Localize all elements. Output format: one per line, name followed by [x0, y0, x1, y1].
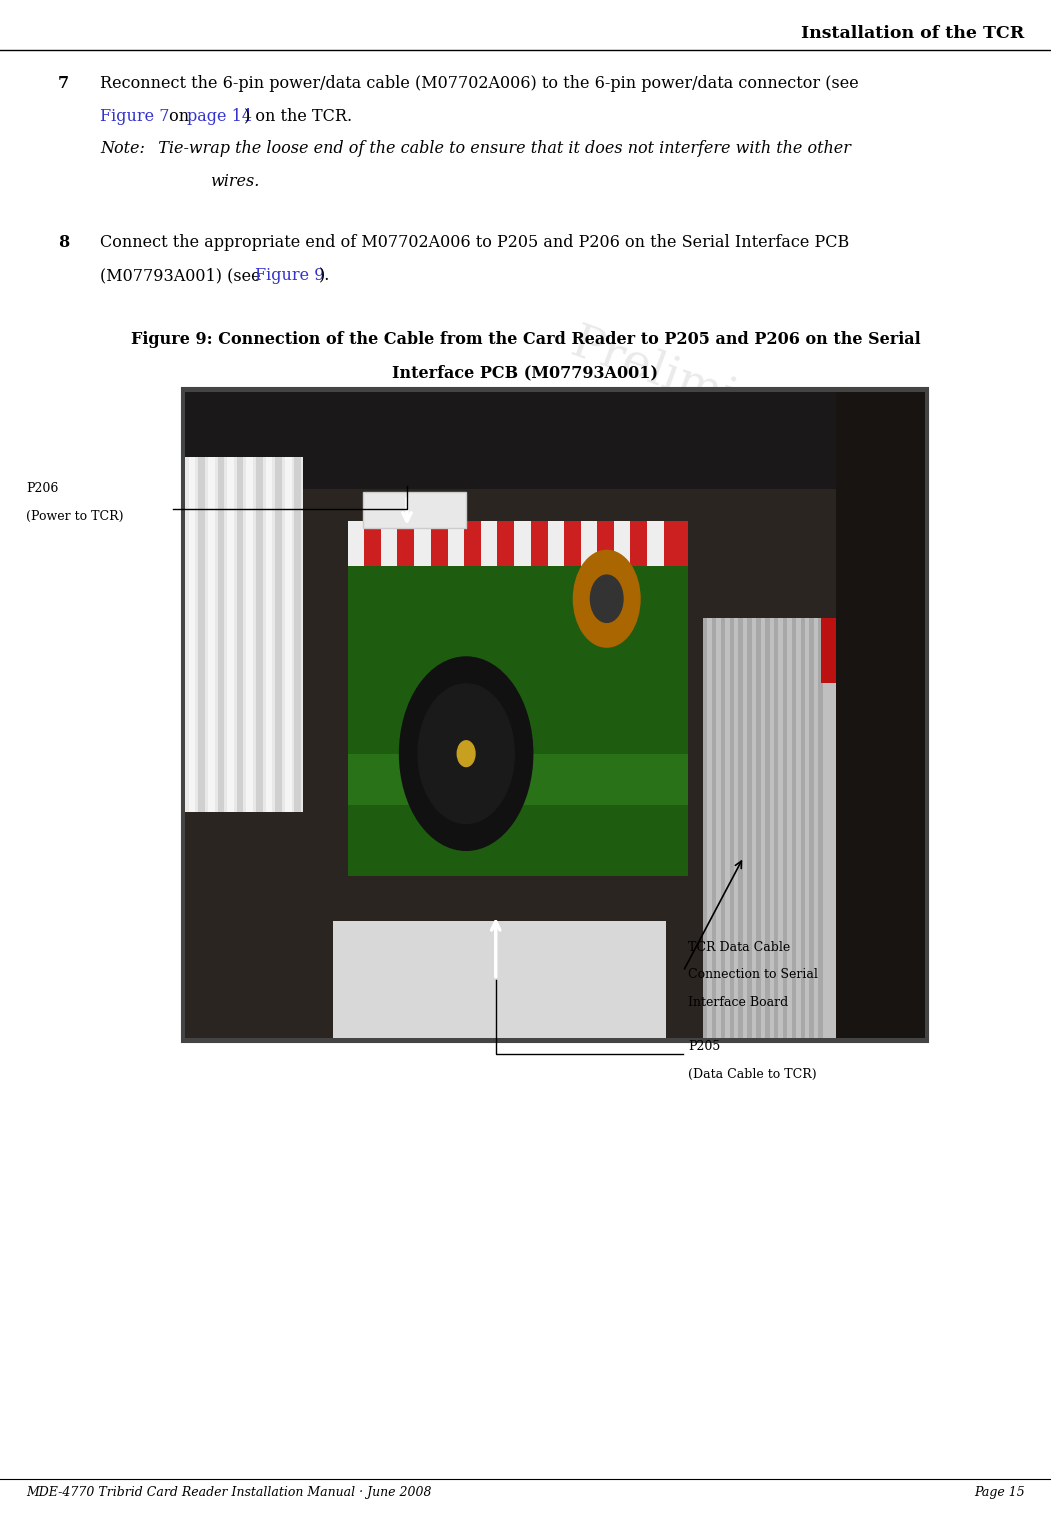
Text: (Data Cable to TCR): (Data Cable to TCR): [688, 1068, 817, 1080]
Bar: [712, 618, 716, 1038]
Bar: [448, 522, 463, 566]
Bar: [801, 618, 805, 1038]
Bar: [182, 388, 928, 1042]
Bar: [382, 522, 397, 566]
Bar: [218, 456, 224, 812]
Bar: [581, 522, 597, 566]
Circle shape: [418, 684, 514, 824]
Text: 8: 8: [58, 233, 69, 252]
Text: Page 15: Page 15: [974, 1486, 1025, 1499]
Bar: [614, 522, 631, 566]
Circle shape: [399, 658, 533, 850]
Bar: [285, 456, 291, 812]
Text: (Power to TCR): (Power to TCR): [26, 510, 124, 523]
Text: 7: 7: [58, 75, 69, 92]
Bar: [348, 522, 688, 566]
Bar: [747, 618, 751, 1038]
Bar: [821, 618, 837, 682]
Text: P205: P205: [688, 1041, 721, 1053]
Bar: [791, 618, 797, 1038]
Bar: [185, 392, 925, 488]
Text: Tie-wrap the loose end of the cable to ensure that it does not interfere with th: Tie-wrap the loose end of the cable to e…: [148, 140, 851, 157]
Bar: [266, 456, 272, 812]
Text: Connect the appropriate end of M07702A006 to P205 and P206 on the Serial Interfa: Connect the appropriate end of M07702A00…: [100, 233, 849, 252]
Bar: [774, 618, 779, 1038]
Text: Interface Board: Interface Board: [688, 996, 788, 1009]
Text: Installation of the TCR: Installation of the TCR: [802, 24, 1025, 43]
Circle shape: [574, 551, 640, 647]
Bar: [783, 618, 787, 1038]
Bar: [548, 522, 563, 566]
Text: wires.: wires.: [210, 172, 260, 191]
Text: on: on: [164, 107, 194, 125]
Bar: [647, 522, 663, 566]
Bar: [189, 456, 195, 812]
Bar: [199, 456, 205, 812]
Text: ) on the TCR.: ) on the TCR.: [244, 107, 352, 125]
Text: Figure 9: Connection of the Cable from the Card Reader to P205 and P206 on the S: Figure 9: Connection of the Cable from t…: [130, 331, 921, 348]
Text: Note:: Note:: [100, 140, 145, 157]
Bar: [514, 522, 531, 566]
Bar: [185, 456, 304, 812]
Text: Figure 7: Figure 7: [100, 107, 169, 125]
Text: Reconnect the 6-pin power/data cable (M07702A006) to the 6-pin power/data connec: Reconnect the 6-pin power/data cable (M0…: [100, 75, 859, 92]
Bar: [703, 618, 707, 1038]
Bar: [185, 392, 925, 1038]
Bar: [819, 618, 823, 1038]
Bar: [236, 456, 244, 812]
Bar: [837, 392, 925, 1038]
Bar: [256, 456, 263, 812]
Bar: [765, 618, 769, 1038]
Bar: [208, 456, 214, 812]
Text: Preliminary: Preliminary: [564, 319, 844, 459]
Text: MDE-4770 Tribrid Card Reader Installation Manual · June 2008: MDE-4770 Tribrid Card Reader Installatio…: [26, 1486, 432, 1499]
Bar: [227, 456, 233, 812]
Text: (M07793A001) (see: (M07793A001) (see: [100, 267, 266, 284]
Bar: [729, 618, 734, 1038]
Bar: [481, 522, 497, 566]
Text: P206: P206: [26, 482, 59, 496]
Circle shape: [591, 575, 623, 623]
Text: Figure 9: Figure 9: [255, 267, 325, 284]
Bar: [348, 522, 364, 566]
Bar: [333, 922, 666, 1038]
Text: ).: ).: [318, 267, 330, 284]
Bar: [721, 618, 725, 1038]
Bar: [739, 618, 743, 1038]
Bar: [703, 618, 837, 1038]
Bar: [348, 754, 688, 806]
Bar: [275, 456, 282, 812]
Text: Interface PCB (M07793A001): Interface PCB (M07793A001): [392, 365, 659, 382]
Text: page 14: page 14: [187, 107, 252, 125]
Bar: [756, 618, 761, 1038]
Circle shape: [457, 740, 475, 766]
Bar: [809, 618, 813, 1038]
Bar: [414, 522, 431, 566]
Bar: [363, 493, 467, 528]
Bar: [246, 456, 253, 812]
Text: Connection to Serial: Connection to Serial: [688, 969, 819, 981]
Text: TCR Data Cable: TCR Data Cable: [688, 942, 790, 954]
Bar: [294, 456, 302, 812]
Bar: [348, 522, 688, 876]
